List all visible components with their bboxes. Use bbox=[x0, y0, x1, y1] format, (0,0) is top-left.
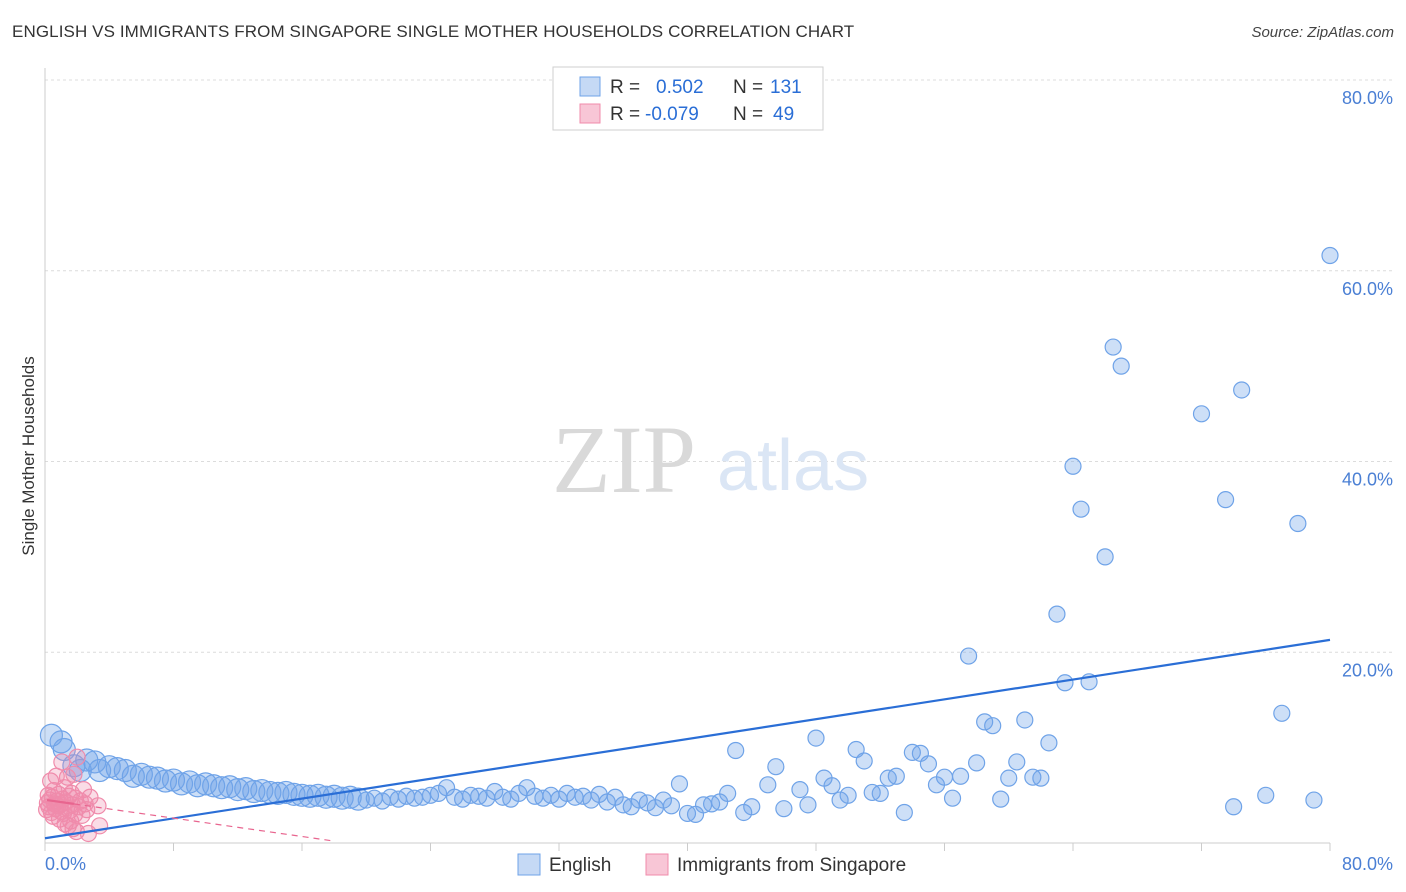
stat-n-singapore: 49 bbox=[773, 104, 794, 125]
english-point-139 bbox=[1321, 246, 1339, 265]
english-point-102 bbox=[871, 784, 889, 803]
english-point-114 bbox=[968, 754, 986, 772]
stat-n-english: 131 bbox=[770, 77, 802, 98]
gridlines bbox=[45, 79, 1392, 653]
watermark-zip: ZIP bbox=[552, 406, 696, 513]
english-point-132 bbox=[1192, 405, 1211, 423]
legend-swatch-singapore-bottom bbox=[645, 853, 669, 876]
english-point-112 bbox=[951, 767, 970, 785]
english-point-100 bbox=[855, 752, 873, 770]
english-point-118 bbox=[1000, 769, 1018, 787]
watermark: ZIP atlas bbox=[552, 406, 869, 513]
y-tick-label-0: 20.0% bbox=[1342, 660, 1393, 680]
y-tick-label-3: 80.0% bbox=[1342, 88, 1393, 108]
english-point-140 bbox=[1225, 798, 1243, 816]
english-point-85 bbox=[719, 784, 737, 803]
english-point-120 bbox=[1016, 711, 1034, 729]
series-legend: English Immigrants from Singapore bbox=[517, 853, 906, 876]
x-tick-label-1: 80.0% bbox=[1342, 854, 1393, 874]
english-point-135 bbox=[1257, 786, 1275, 804]
source-label: Source: ZipAtlas.com bbox=[1251, 24, 1394, 41]
axes bbox=[44, 68, 1331, 851]
series-english-points bbox=[39, 246, 1339, 823]
english-point-129 bbox=[1096, 548, 1114, 566]
legend-swatch-english-bottom bbox=[517, 853, 541, 876]
legend-swatch-english bbox=[579, 76, 601, 97]
english-point-126 bbox=[1064, 457, 1082, 475]
english-point-94 bbox=[807, 729, 825, 747]
english-point-105 bbox=[895, 803, 913, 822]
stat-r-label-english: R = bbox=[610, 77, 640, 98]
english-point-133 bbox=[1216, 491, 1235, 509]
singapore-trend-line-solid bbox=[46, 798, 75, 805]
english-point-117 bbox=[992, 790, 1010, 808]
english-point-78 bbox=[662, 797, 681, 815]
stat-n-label-singapore: N = bbox=[733, 104, 763, 125]
english-point-79 bbox=[670, 775, 689, 793]
y-tick-label-1: 40.0% bbox=[1342, 470, 1393, 490]
singapore-point-34 bbox=[65, 765, 83, 783]
tick-labels: 20.0% 40.0% 60.0% 80.0% 0.0% 80.0% bbox=[45, 88, 1393, 874]
english-point-92 bbox=[791, 780, 809, 799]
english-point-88 bbox=[743, 798, 761, 816]
stats-legend: R = 0.502 N = 131 R = -0.079 N = 49 bbox=[552, 66, 824, 131]
english-point-104 bbox=[887, 767, 905, 785]
english-point-123 bbox=[1040, 734, 1058, 752]
stat-r-english: 0.502 bbox=[656, 77, 704, 98]
english-point-110 bbox=[935, 768, 954, 786]
singapore-trend-line-dashed bbox=[73, 803, 335, 842]
english-point-122 bbox=[1032, 769, 1050, 787]
english-point-131 bbox=[1112, 357, 1130, 375]
english-point-125 bbox=[1056, 674, 1074, 692]
stat-n-label-english: N = bbox=[733, 77, 763, 98]
singapore-point-47 bbox=[89, 797, 107, 815]
english-point-111 bbox=[943, 789, 962, 807]
english-point-116 bbox=[984, 717, 1002, 735]
legend-label-english: English bbox=[549, 855, 611, 876]
english-point-108 bbox=[919, 755, 938, 773]
singapore-point-38 bbox=[68, 748, 86, 766]
y-axis-title: Single Mother Households bbox=[19, 356, 38, 555]
series-singapore-points bbox=[38, 748, 109, 843]
english-point-90 bbox=[767, 758, 785, 776]
legend-swatch-singapore bbox=[579, 103, 601, 124]
english-point-124 bbox=[1048, 605, 1066, 623]
english-trend-line bbox=[44, 638, 1331, 840]
english-point-19 bbox=[185, 774, 210, 798]
english-point-137 bbox=[1289, 514, 1307, 533]
chart-title: ENGLISH VS IMMIGRANTS FROM SINGAPORE SIN… bbox=[12, 22, 855, 41]
english-point-91 bbox=[775, 800, 793, 818]
english-point-97 bbox=[831, 791, 849, 809]
english-point-98 bbox=[839, 786, 857, 804]
english-point-32 bbox=[290, 783, 314, 807]
stat-r-singapore: -0.079 bbox=[645, 104, 699, 125]
english-point-113 bbox=[959, 647, 978, 665]
trend-lines bbox=[44, 638, 1331, 842]
english-point-115 bbox=[976, 713, 994, 731]
english-point-127 bbox=[1072, 500, 1090, 518]
english-point-93 bbox=[799, 796, 817, 814]
english-point-7 bbox=[88, 758, 112, 783]
watermark-atlas: atlas bbox=[717, 426, 869, 506]
english-point-130 bbox=[1104, 338, 1122, 356]
english-point-96 bbox=[823, 777, 841, 795]
english-point-89 bbox=[759, 776, 777, 794]
english-point-134 bbox=[1233, 381, 1251, 399]
english-point-136 bbox=[1273, 704, 1291, 722]
english-point-119 bbox=[1008, 753, 1026, 771]
x-tick-label-0: 0.0% bbox=[45, 854, 86, 874]
legend-label-singapore: Immigrants from Singapore bbox=[677, 855, 906, 876]
english-point-138 bbox=[1305, 791, 1323, 809]
stat-r-label-singapore: R = bbox=[610, 104, 640, 125]
english-point-86 bbox=[727, 741, 745, 760]
y-tick-label-2: 60.0% bbox=[1342, 279, 1393, 299]
singapore-point-19 bbox=[53, 753, 71, 771]
